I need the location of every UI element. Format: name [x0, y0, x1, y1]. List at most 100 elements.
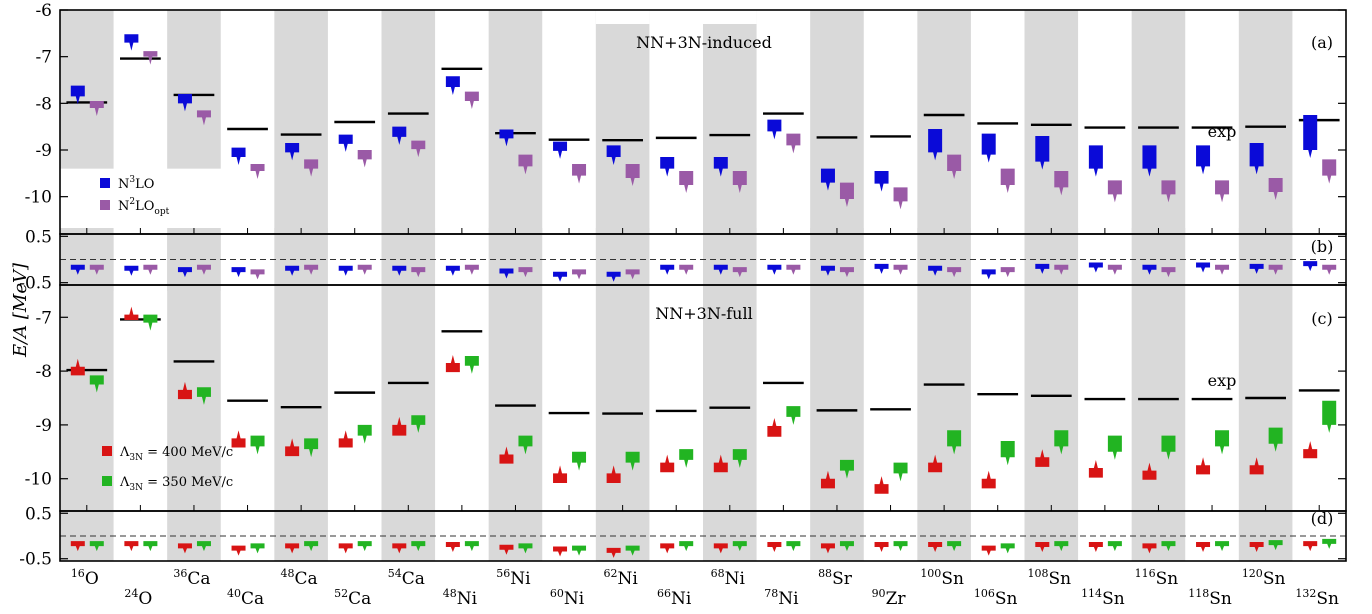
- x-tick-symbol: Zr: [886, 589, 907, 609]
- lambda400-marker: [1142, 462, 1157, 480]
- y-tick-label: 0.5: [25, 227, 52, 247]
- x-tick-label: 66Ni: [657, 587, 692, 609]
- n3lo-diff-marker: [820, 265, 835, 276]
- lambda350-marker: [518, 435, 533, 455]
- x-tick-symbol: Sn: [1102, 589, 1125, 609]
- n2lo-marker: [732, 171, 747, 193]
- x-tick-label: 78Ni: [764, 587, 799, 609]
- n2lo-diff-marker: [839, 267, 854, 278]
- lambda400-diff-marker: [1142, 543, 1157, 554]
- x-tick-label: 16O: [71, 567, 99, 589]
- shade-column: [810, 10, 864, 234]
- lambda350-marker: [1322, 400, 1337, 433]
- n3lo-diff-marker: [338, 265, 353, 276]
- x-tick-mass: 60: [550, 587, 564, 600]
- lambda350-marker: [679, 449, 694, 468]
- lambda400-diff-marker: [124, 541, 139, 552]
- legend-label-main: Λ: [119, 445, 130, 460]
- shade-gap: [595, 10, 650, 24]
- x-tick-mass: 36: [173, 567, 187, 580]
- x-tick-label: 90Zr: [872, 587, 907, 609]
- shade-gap: [703, 10, 757, 24]
- legend-sub: 3N: [129, 453, 143, 463]
- lambda350-marker: [357, 424, 372, 444]
- lambda400-marker: [1249, 457, 1264, 475]
- x-tick-symbol: O: [138, 589, 152, 609]
- lambda350-marker: [304, 438, 319, 458]
- shade-column: [595, 10, 650, 234]
- x-tick-label: 116Sn: [1135, 567, 1179, 589]
- n2lo-diff-marker: [893, 264, 908, 275]
- legend-sup: 2: [129, 197, 135, 207]
- x-tick-mass: 54: [388, 567, 402, 580]
- x-tick-label: 54Ca: [388, 567, 425, 589]
- n2lo-diff-marker: [786, 264, 801, 275]
- n2lo-diff-marker: [518, 267, 533, 278]
- lambda350-marker: [250, 435, 265, 455]
- lambda400-diff-marker: [981, 545, 996, 556]
- legend-swatch: [102, 446, 112, 456]
- x-tick-mass: 66: [657, 587, 671, 600]
- n2lo-diff-marker: [1161, 267, 1176, 278]
- lambda400-diff-marker: [285, 543, 300, 554]
- lambda350-marker: [1161, 435, 1176, 460]
- n3lo-diff-marker: [553, 271, 568, 282]
- x-tick-mass: 132: [1295, 587, 1316, 600]
- x-tick-mass: 106: [974, 587, 995, 600]
- legend-sub: opt: [154, 207, 169, 217]
- x-tick-label: 36Ca: [173, 567, 210, 589]
- lambda350-marker: [947, 430, 962, 455]
- n2lo-marker: [679, 171, 694, 193]
- legend-sup: 3: [129, 175, 135, 185]
- lambda400-diff-marker: [1088, 542, 1103, 552]
- x-tick-mass: 108: [1027, 567, 1048, 580]
- lambda400-marker: [713, 454, 728, 473]
- x-tick-symbol: Sn: [1316, 589, 1339, 609]
- lambda350-marker: [1000, 441, 1015, 466]
- n2lo-marker: [839, 182, 854, 207]
- lambda400-diff-marker: [392, 543, 407, 554]
- n3lo-marker: [392, 126, 407, 145]
- x-tick-mass: 90: [872, 587, 886, 600]
- shade-column: [167, 234, 221, 561]
- n3lo-marker: [553, 141, 568, 159]
- x-tick-symbol: Sn: [1263, 569, 1286, 589]
- shade-column: [917, 10, 971, 234]
- n2lo-diff-marker: [1107, 264, 1122, 275]
- legend-label: Λ3N = 400 MeV/c: [119, 445, 233, 463]
- legend-label-main: Λ: [119, 475, 130, 490]
- lambda400-marker: [1196, 457, 1211, 475]
- lambda350-diff-marker: [732, 541, 747, 552]
- lambda350-diff-marker: [304, 541, 319, 552]
- x-tick-mass: 88: [818, 567, 832, 580]
- n3lo-marker: [177, 94, 192, 112]
- lambda350-marker: [1215, 430, 1230, 455]
- n2lo-marker: [89, 101, 104, 116]
- x-tick-symbol: Ca: [348, 589, 371, 609]
- n3lo-marker: [445, 76, 460, 95]
- shade-column: [488, 10, 543, 234]
- n3lo-diff-marker: [231, 267, 246, 278]
- lambda350-diff-marker: [1000, 543, 1015, 554]
- n2lo-marker: [250, 164, 265, 179]
- n2lo-marker: [1107, 180, 1122, 203]
- n2lo-diff-marker: [304, 264, 319, 275]
- legend-label-main: N: [118, 199, 129, 214]
- x-tick-symbol: Ca: [295, 569, 318, 589]
- lambda400-diff-marker: [874, 542, 889, 552]
- lambda350-diff-marker: [411, 541, 426, 552]
- n2lo-diff-marker: [1268, 264, 1283, 275]
- x-tick-symbol: Ca: [187, 569, 210, 589]
- lambda350-marker: [625, 451, 640, 471]
- lambda400-marker: [928, 454, 943, 473]
- lambda400-diff-marker: [553, 546, 568, 557]
- lambda400-marker: [231, 430, 246, 448]
- shade-column: [60, 234, 114, 561]
- n2lo-marker: [625, 164, 640, 186]
- n2lo-diff-marker: [464, 264, 479, 275]
- x-tick-symbol: Ni: [671, 589, 692, 609]
- lambda400-marker: [660, 454, 675, 473]
- lambda400-diff-marker: [606, 547, 621, 558]
- lambda400-diff-marker: [767, 542, 782, 552]
